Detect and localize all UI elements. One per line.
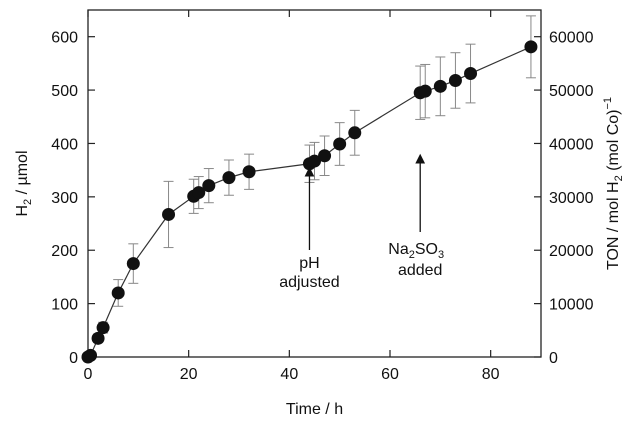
y-tick-label: 400 — [51, 136, 78, 153]
data-point — [242, 165, 256, 179]
data-point — [524, 40, 538, 54]
data-point — [111, 286, 125, 300]
data-point — [96, 321, 110, 335]
y2-tick-label: 50000 — [549, 83, 594, 100]
x-tick-label: 40 — [280, 366, 298, 383]
y-tick-label: 300 — [51, 190, 78, 207]
y2-tick-label: 40000 — [549, 136, 594, 153]
x-axis-label: Time / h — [286, 401, 343, 418]
data-point — [348, 126, 362, 140]
data-point — [84, 348, 98, 362]
y2-tick-label: 60000 — [549, 30, 594, 47]
x-tick-label: 20 — [180, 366, 198, 383]
y-tick-label: 100 — [51, 297, 78, 314]
y2-tick-label: 20000 — [549, 243, 594, 260]
data-point — [162, 207, 176, 221]
data-point — [333, 137, 347, 151]
y2-tick-label: 10000 — [549, 297, 594, 314]
data-point — [91, 331, 105, 345]
data-point — [308, 154, 321, 168]
y-tick-label: 0 — [69, 350, 78, 367]
y-tick-label: 500 — [51, 83, 78, 100]
y-tick-label: 600 — [51, 30, 78, 47]
y-axis-label: H2 / µmol — [14, 150, 34, 216]
data-point — [202, 179, 216, 193]
plot-frame — [87, 9, 542, 358]
annotation-ph-adjusted: pH adjusted — [279, 255, 340, 291]
data-point — [126, 257, 140, 271]
x-tick-label: 80 — [482, 366, 500, 383]
data-point — [448, 73, 462, 87]
x-tick-label: 0 — [84, 366, 93, 383]
annotation-na2so3-added: Na2SO3 added — [388, 241, 444, 279]
data-point — [318, 149, 332, 163]
data-point — [464, 67, 478, 81]
data-point — [222, 171, 236, 185]
x-tick-label: 60 — [381, 366, 399, 383]
data-point — [433, 79, 447, 93]
y2-tick-label: 30000 — [549, 190, 594, 207]
y-tick-label: 200 — [51, 243, 78, 260]
y2-tick-label: 0 — [549, 350, 558, 367]
data-point — [418, 84, 432, 98]
y2-axis-label: TON / mol H2 (mol Co)−1 — [602, 97, 625, 270]
data-point — [192, 186, 206, 200]
